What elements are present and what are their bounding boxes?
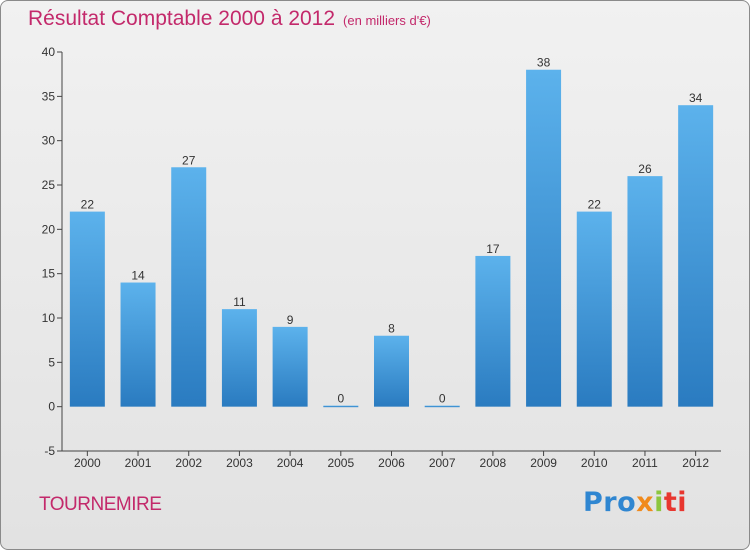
y-tick-label: 0 — [48, 400, 55, 414]
x-tick-label: 2005 — [327, 456, 354, 470]
value-label-2005: 0 — [337, 392, 344, 406]
bar-2000 — [69, 211, 105, 407]
bar-2008 — [475, 255, 511, 407]
y-tick-label: 35 — [42, 89, 56, 103]
x-tick-label: 2004 — [277, 456, 304, 470]
logo-part-4: ti — [663, 487, 688, 518]
value-label-2000: 22 — [81, 198, 95, 212]
y-tick-label: 15 — [42, 267, 56, 281]
bar-2005 — [323, 405, 359, 408]
value-label-2012: 34 — [689, 91, 703, 105]
bar-2012 — [678, 105, 714, 407]
y-tick-label: 40 — [42, 45, 56, 59]
x-tick-label: 2008 — [480, 456, 507, 470]
bar-2010 — [576, 211, 612, 407]
value-label-2007: 0 — [439, 392, 446, 406]
place-name: TOURNEMIRE — [39, 494, 162, 515]
logo-part-3: i — [654, 487, 664, 518]
value-label-2006: 8 — [388, 322, 395, 336]
bar-2007 — [424, 405, 460, 408]
value-label-2003: 11 — [233, 295, 246, 309]
bar-2011 — [627, 176, 663, 407]
y-tick-label: 10 — [42, 311, 56, 325]
y-tick-label: 30 — [42, 134, 56, 148]
x-tick-label: 2010 — [581, 456, 608, 470]
x-tick-label: 2002 — [175, 456, 202, 470]
logo-part-1: Pro — [583, 487, 637, 518]
chart-title: Résultat Comptable 2000 à 2012 (en millie… — [28, 7, 431, 31]
chart-title-main: Résultat Comptable 2000 à 2012 — [28, 7, 336, 30]
x-tick-label: 2001 — [125, 456, 152, 470]
value-label-2004: 9 — [287, 313, 294, 327]
bar-2009 — [526, 69, 562, 407]
logo-part-2: x — [636, 487, 655, 518]
chart-subtitle: (en milliers d'€) — [343, 13, 431, 28]
x-tick-label: 2009 — [530, 456, 557, 470]
y-tick-label: 25 — [42, 178, 56, 192]
value-label-2011: 26 — [638, 162, 652, 176]
y-tick-label: 5 — [48, 355, 55, 369]
proxiti-logo[interactable]: Proxiti — [583, 487, 687, 518]
value-label-2009: 38 — [537, 56, 551, 70]
value-label-2010: 22 — [588, 198, 602, 212]
y-tick-label: -5 — [44, 444, 55, 458]
bar-2001 — [120, 282, 156, 407]
value-label-2002: 27 — [182, 153, 196, 167]
x-tick-label: 2003 — [226, 456, 253, 470]
x-tick-label: 2011 — [632, 456, 658, 470]
x-tick-label: 2012 — [682, 456, 709, 470]
bar-2002 — [171, 167, 207, 407]
bar-2006 — [374, 335, 409, 407]
y-tick-label: 20 — [42, 222, 56, 236]
value-label-2008: 17 — [486, 242, 500, 256]
value-label-2001: 14 — [131, 269, 145, 283]
bar-2004 — [272, 326, 308, 407]
x-tick-label: 2007 — [429, 456, 456, 470]
bar-2003 — [221, 309, 257, 407]
x-tick-label: 2000 — [74, 456, 101, 470]
x-tick-label: 2006 — [378, 456, 405, 470]
